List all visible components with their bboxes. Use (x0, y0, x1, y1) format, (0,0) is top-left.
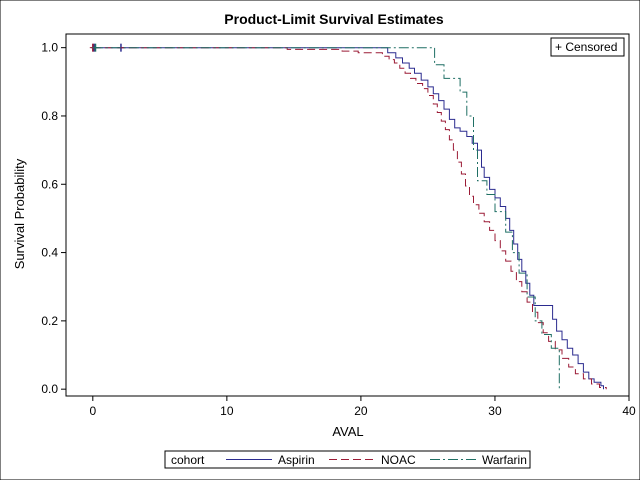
censored-inset-box (550, 37, 625, 57)
censored-inset-label: + Censored (555, 40, 617, 54)
x-tick-label: 10 (220, 404, 234, 418)
legend-title: cohort (171, 453, 205, 467)
x-tick-label: 40 (622, 404, 636, 418)
censored-inset: + Censored (550, 37, 625, 57)
y-axis-label: Survival Probability (12, 158, 27, 269)
x-tick-label: 0 (89, 404, 96, 418)
legend: cohort Aspirin NOAC Warfarin (164, 450, 531, 469)
survival-curve-warfarin (92, 47, 560, 390)
series-layer (89, 43, 607, 390)
y-axis: 0.0 0.2 0.4 0.6 0.8 1.0 (41, 41, 66, 396)
x-axis: 0 10 20 30 40 (89, 396, 636, 418)
legend-label-aspirin: Aspirin (278, 453, 315, 467)
y-tick-label: 0.4 (41, 246, 58, 260)
chart-title: Product-Limit Survival Estimates (224, 11, 444, 27)
y-tick-label: 0.2 (41, 314, 58, 328)
y-tick-label: 0.6 (41, 177, 58, 191)
y-tick-label: 0.8 (41, 109, 58, 123)
plot-area (65, 33, 630, 397)
x-axis-label: AVAL (332, 424, 363, 439)
y-tick-label: 0.0 (41, 382, 58, 396)
x-tick-label: 20 (354, 404, 368, 418)
legend-label-noac: NOAC (381, 453, 416, 467)
y-tick-label: 1.0 (41, 41, 58, 55)
survival-curve-noac (92, 47, 607, 390)
x-tick-label: 30 (488, 404, 502, 418)
legend-label-warfarin: Warfarin (482, 453, 527, 467)
survival-curve-aspirin (92, 47, 604, 390)
